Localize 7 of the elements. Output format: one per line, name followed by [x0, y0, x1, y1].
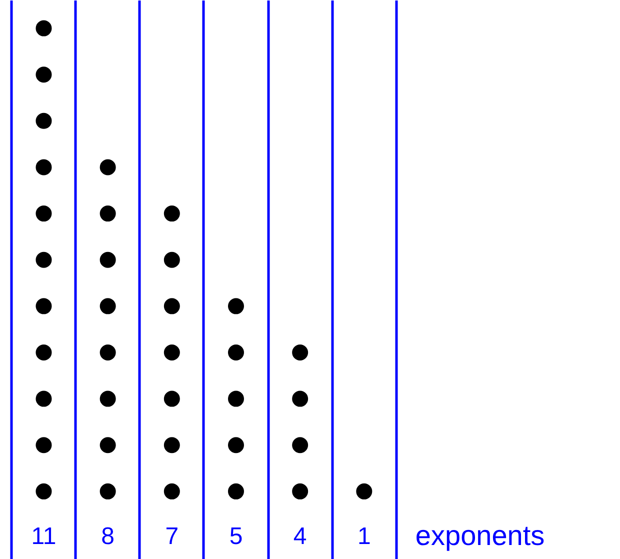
x-tick-label: 1	[357, 522, 371, 550]
x-tick-label: 11	[31, 522, 56, 550]
x-tick-label: 5	[229, 522, 243, 550]
x-tick-label: 7	[165, 522, 179, 550]
x-tick-label: 4	[293, 522, 307, 550]
x-tick-label: 8	[101, 522, 115, 550]
x-axis-title: exponents	[415, 520, 545, 551]
